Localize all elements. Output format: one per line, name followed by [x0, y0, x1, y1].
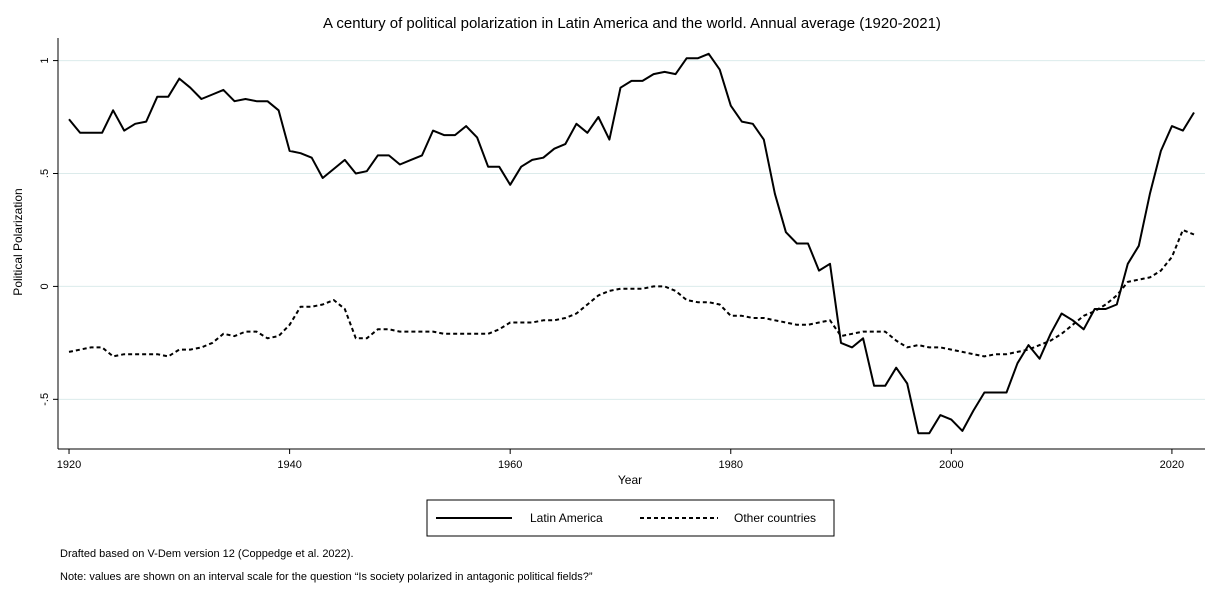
x-tick-label: 1980	[719, 459, 743, 471]
legend: Latin America Other countries	[426, 499, 835, 537]
series-line-latin-america	[68, 52, 1195, 435]
y-axis-label: Political Polarization	[11, 188, 25, 295]
x-axis-label: Year	[618, 473, 642, 487]
y-tick-label: 0	[39, 283, 51, 289]
question-note: Note: values are shown on an interval sc…	[60, 571, 593, 583]
x-tick-label: 2000	[939, 459, 963, 471]
chart-title: A century of political polarization in L…	[323, 15, 941, 32]
y-tick-label: .5	[39, 169, 51, 178]
x-tick-label: 1960	[498, 459, 522, 471]
legend-label-other-countries: Other countries	[734, 511, 816, 525]
y-tick-label: 1	[39, 58, 51, 64]
y-tick-label: -.5	[39, 393, 51, 406]
x-tick-label: 2020	[1160, 459, 1184, 471]
x-tick-label: 1940	[277, 459, 301, 471]
source-note: Drafted based on V-Dem version 12 (Coppe…	[60, 548, 354, 560]
legend-label-latin-america: Latin America	[530, 511, 603, 525]
series-line-other-countries	[68, 229, 1195, 358]
x-tick-label: 1920	[57, 459, 81, 471]
